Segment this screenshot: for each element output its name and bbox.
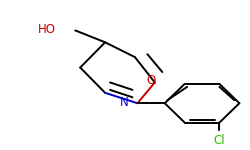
- Text: HO: HO: [38, 23, 56, 36]
- Text: N: N: [120, 96, 128, 109]
- Text: O: O: [146, 74, 156, 87]
- Text: Cl: Cl: [214, 134, 225, 147]
